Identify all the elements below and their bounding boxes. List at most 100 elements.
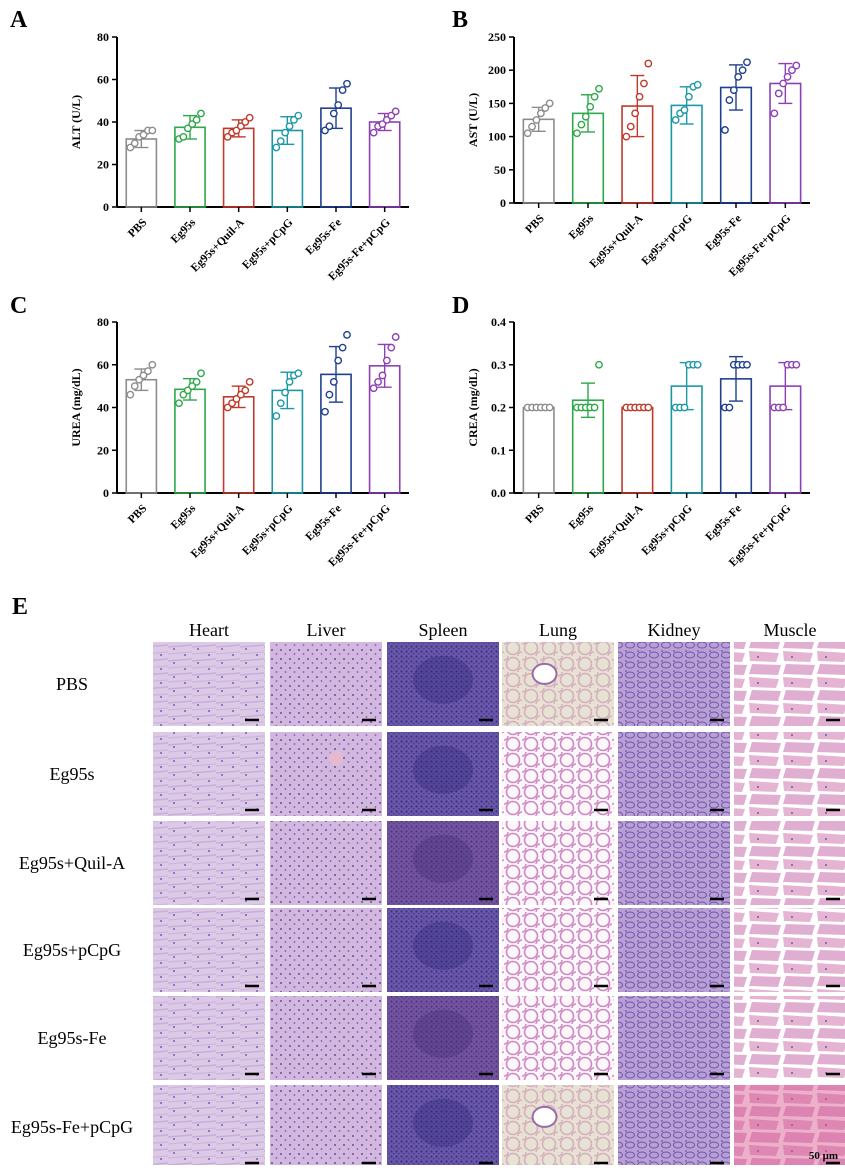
histology-image [387,1085,499,1169]
y-tick-label: 0 [103,486,109,500]
data-point [130,139,139,148]
data-point [148,126,157,135]
y-tick-label: 60 [97,358,109,372]
category-label: Eg95s+Quil-A [588,212,646,270]
y-axis-label: CREA (mg/dL) [466,368,480,446]
data-point [272,412,281,420]
histology-image [153,642,265,726]
histology-image [502,642,614,726]
data-point [640,79,648,88]
data-point [325,390,334,399]
histology-image [413,745,473,794]
data-point [126,390,135,399]
histology-image [502,732,614,816]
scale-bar-label: 50 μm [809,1150,838,1162]
data-point [338,343,347,352]
data-point [369,384,378,393]
histology-image [502,1085,614,1169]
histology-image [270,908,382,992]
histology-row-label: Eg95s+pCpG [23,940,121,960]
data-point [536,109,545,118]
histology-row-label: Eg95s [50,764,95,784]
data-point [245,377,254,386]
data-point [779,403,788,412]
data-point [528,122,536,131]
y-tick-label: 0.3 [491,358,506,372]
histology-row-label: Eg95s-Fe [38,1028,107,1048]
chart-panel-b: B 0 50 100 150 200 250 AST (U/L) PBS Eg95sEg95s+Q… [452,7,810,279]
y-axis-label: ALT (U/L) [69,95,83,149]
data-point [545,403,554,412]
data-point [590,403,599,412]
data-point [276,137,285,146]
data-point [276,399,285,408]
histology-image [734,996,845,1080]
data-point [545,99,554,108]
data-point [321,407,329,416]
data-point [631,109,640,118]
data-point [343,79,351,88]
data-point [622,132,631,141]
y-tick-label: 20 [97,158,109,172]
y-tick-label: 100 [488,130,506,144]
category-label: Eg95s-Fe [304,503,345,544]
histology-image [734,1085,845,1169]
histology-image [153,908,265,992]
data-point [130,382,139,391]
category-label: PBS [523,503,546,526]
histology-image [734,732,845,816]
data-point [245,113,254,122]
histology-image [153,821,265,905]
histology-image [387,732,499,816]
y-tick-label: 40 [97,115,109,129]
data-point [192,115,201,124]
data-point [338,86,347,95]
data-point [680,106,689,114]
histology-image [270,732,382,816]
data-point [792,360,801,369]
data-point [595,360,603,369]
y-tick-label: 50 [494,163,506,177]
category-label: PBS [523,213,546,236]
y-tick-label: 0 [103,200,109,214]
histology-image [153,996,265,1080]
histology-image [153,732,265,816]
data-point [738,66,747,75]
histology-column-label: Heart [189,620,229,640]
category-label: Eg95s [169,216,199,246]
bar [522,406,555,494]
data-point [590,92,599,101]
histology-image [502,996,614,1080]
histology-row-label: PBS [56,674,88,694]
data-point [774,89,783,98]
data-point [387,343,396,352]
data-point [671,116,680,124]
y-tick-label: 0.1 [491,443,506,457]
data-point [329,377,338,386]
histology-image [618,1085,730,1169]
histology-column-label: Lung [539,620,577,640]
data-point [272,143,281,152]
y-tick-label: 0.0 [491,486,506,500]
histology-image [531,662,558,685]
histology-image [270,642,382,726]
y-tick-label: 150 [488,96,506,110]
category-label: Eg95s-Fe [704,213,745,254]
data-point [197,109,205,118]
histology-image [734,1085,845,1169]
data-point [573,129,581,138]
y-tick-label: 60 [97,73,109,87]
data-point [721,126,729,134]
y-tick-label: 200 [488,63,506,77]
category-label: Eg95s-Fe [704,503,745,544]
histology-image [734,908,845,992]
data-point [144,367,152,376]
histology-image [502,821,614,905]
data-point [644,59,653,68]
panel-letter: D [452,293,469,319]
category-label: Eg95s+Quil-A [588,502,646,560]
data-point [285,122,294,131]
data-point [779,79,788,88]
data-point [626,122,635,131]
data-point [684,92,693,101]
